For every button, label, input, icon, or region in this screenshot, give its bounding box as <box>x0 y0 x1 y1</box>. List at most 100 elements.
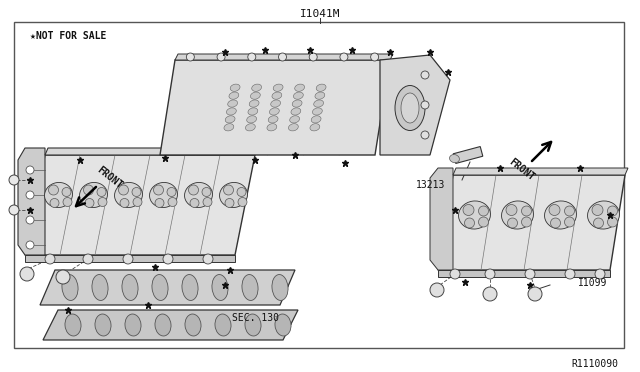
Ellipse shape <box>63 198 72 206</box>
Polygon shape <box>25 255 235 262</box>
Ellipse shape <box>168 198 177 206</box>
Circle shape <box>528 287 542 301</box>
Polygon shape <box>45 148 258 155</box>
Circle shape <box>565 269 575 279</box>
Text: R1110090: R1110090 <box>571 359 618 369</box>
Ellipse shape <box>290 116 300 123</box>
Ellipse shape <box>395 86 425 131</box>
Circle shape <box>20 267 34 281</box>
Circle shape <box>278 53 287 61</box>
Ellipse shape <box>133 198 142 206</box>
Polygon shape <box>175 54 393 60</box>
Ellipse shape <box>273 84 283 92</box>
Ellipse shape <box>522 206 531 216</box>
Circle shape <box>371 53 379 61</box>
Circle shape <box>595 269 605 279</box>
Ellipse shape <box>85 199 94 208</box>
Ellipse shape <box>271 100 280 107</box>
Ellipse shape <box>237 187 246 196</box>
Circle shape <box>340 53 348 61</box>
Circle shape <box>56 270 70 284</box>
Ellipse shape <box>292 100 302 107</box>
Ellipse shape <box>269 108 279 115</box>
Ellipse shape <box>294 92 303 99</box>
Circle shape <box>26 216 34 224</box>
Ellipse shape <box>248 108 258 115</box>
Ellipse shape <box>132 187 141 196</box>
Ellipse shape <box>49 185 58 195</box>
Circle shape <box>9 175 19 185</box>
Ellipse shape <box>607 217 618 227</box>
Ellipse shape <box>289 124 298 131</box>
Ellipse shape <box>120 199 129 208</box>
Ellipse shape <box>212 275 228 301</box>
Circle shape <box>9 205 19 215</box>
Ellipse shape <box>83 185 93 195</box>
Ellipse shape <box>246 116 257 123</box>
Ellipse shape <box>458 201 490 229</box>
Ellipse shape <box>227 108 236 115</box>
Ellipse shape <box>506 205 517 215</box>
Ellipse shape <box>549 205 560 215</box>
Ellipse shape <box>272 92 282 99</box>
Text: I1041M: I1041M <box>300 9 340 19</box>
Circle shape <box>421 131 429 139</box>
Ellipse shape <box>401 93 419 123</box>
Ellipse shape <box>150 182 177 208</box>
Ellipse shape <box>268 116 278 123</box>
Polygon shape <box>43 310 298 340</box>
Circle shape <box>217 53 225 61</box>
Circle shape <box>421 101 429 109</box>
Text: FRONT: FRONT <box>508 157 537 183</box>
Ellipse shape <box>465 218 474 228</box>
Polygon shape <box>430 168 453 270</box>
Text: SEC. 130: SEC. 130 <box>232 313 278 323</box>
Ellipse shape <box>215 314 231 336</box>
Ellipse shape <box>479 206 488 216</box>
Ellipse shape <box>502 201 534 229</box>
Ellipse shape <box>311 116 321 123</box>
Ellipse shape <box>242 275 258 301</box>
Ellipse shape <box>249 100 259 107</box>
Ellipse shape <box>564 217 575 227</box>
Ellipse shape <box>463 205 474 215</box>
Ellipse shape <box>98 198 107 206</box>
Polygon shape <box>453 147 483 163</box>
Ellipse shape <box>202 187 211 196</box>
Ellipse shape <box>245 314 261 336</box>
Ellipse shape <box>312 108 323 115</box>
Ellipse shape <box>184 182 212 208</box>
Ellipse shape <box>155 314 171 336</box>
Circle shape <box>26 166 34 174</box>
Ellipse shape <box>275 314 291 336</box>
Ellipse shape <box>223 185 234 195</box>
Ellipse shape <box>508 218 518 228</box>
Ellipse shape <box>155 199 164 208</box>
Ellipse shape <box>315 92 324 99</box>
Ellipse shape <box>189 185 198 195</box>
Ellipse shape <box>252 84 262 92</box>
Bar <box>14 22 624 348</box>
Ellipse shape <box>92 275 108 301</box>
Ellipse shape <box>592 205 603 215</box>
Circle shape <box>450 269 460 279</box>
Ellipse shape <box>122 275 138 301</box>
Circle shape <box>485 269 495 279</box>
Polygon shape <box>438 270 610 277</box>
Ellipse shape <box>238 198 247 206</box>
Ellipse shape <box>224 124 234 131</box>
Circle shape <box>45 254 55 264</box>
Circle shape <box>203 254 213 264</box>
Ellipse shape <box>545 201 577 229</box>
Ellipse shape <box>564 206 575 216</box>
Circle shape <box>163 254 173 264</box>
Ellipse shape <box>294 84 305 92</box>
Ellipse shape <box>291 108 301 115</box>
Circle shape <box>123 254 133 264</box>
Polygon shape <box>438 175 625 270</box>
Polygon shape <box>25 155 255 255</box>
Ellipse shape <box>230 84 240 92</box>
Ellipse shape <box>228 100 237 107</box>
Circle shape <box>525 269 535 279</box>
Text: FRONT: FRONT <box>95 165 125 191</box>
